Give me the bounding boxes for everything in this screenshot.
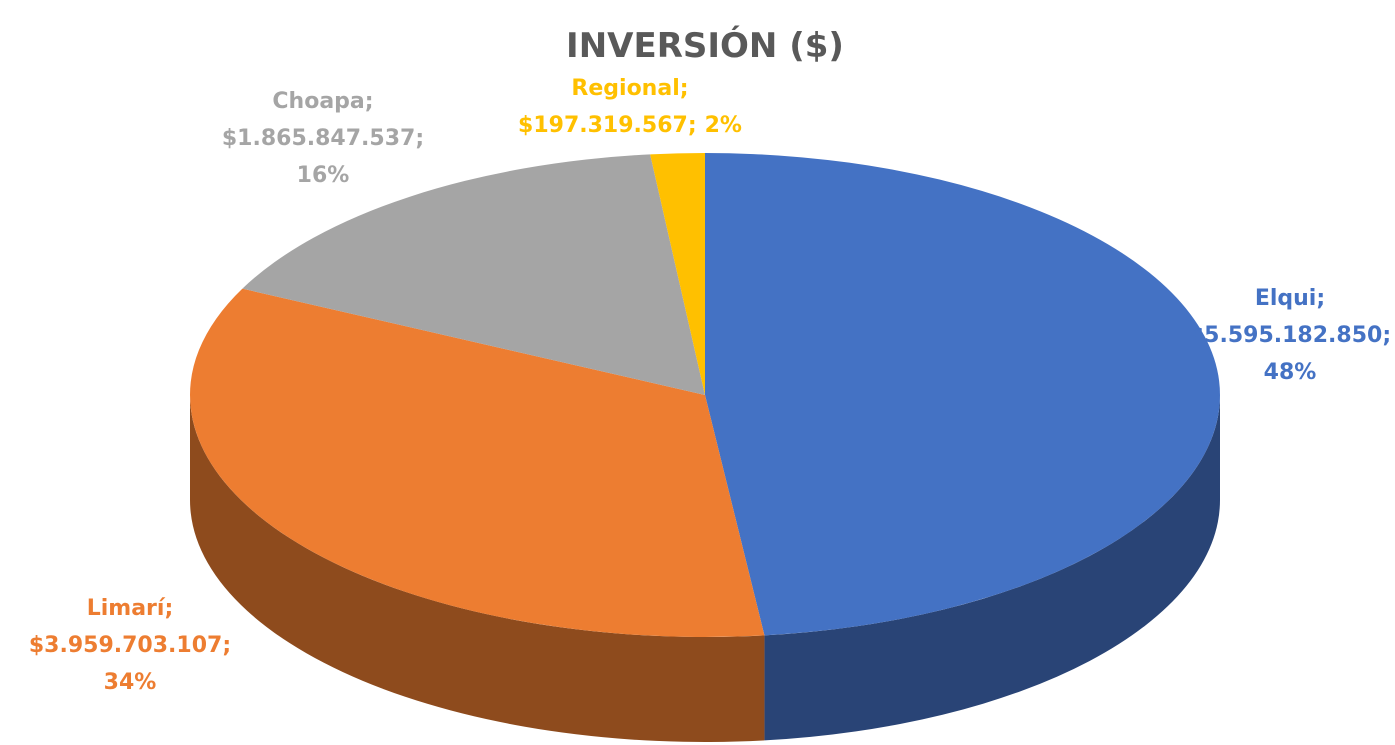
label-percent: 2% [705, 113, 742, 138]
label-separator: ; [164, 596, 173, 621]
label-separator: ; [365, 89, 374, 114]
label-value: $5.595.182.850 [1189, 323, 1382, 348]
data-label: Elqui; $5.595.182.850; 48% [1189, 286, 1391, 385]
label-separator: ; [1382, 323, 1391, 348]
label-category: Regional [571, 76, 679, 101]
label-separator: ; [680, 76, 689, 101]
chart-title: INVERSIÓN ($) [566, 25, 844, 66]
slice-side [764, 395, 1220, 741]
label-category: Elqui [1255, 286, 1317, 311]
slice [190, 288, 765, 637]
label-percent: 48% [1264, 360, 1317, 385]
label-value: $197.319.567 [518, 113, 688, 138]
label-value: $3.959.703.107 [29, 633, 222, 658]
label-separator: ; [222, 633, 231, 658]
data-label: Limarí; $3.959.703.107; 34% [29, 596, 231, 695]
data-label: Regional; $197.319.567; 2% [518, 76, 742, 138]
label-percent: 16% [297, 163, 350, 188]
slice [650, 153, 705, 395]
slice [705, 153, 1221, 636]
label-value: $1.865.847.537 [222, 126, 415, 151]
label-separator: ; [415, 126, 424, 151]
slice [242, 154, 706, 395]
data-label: Choapa; $1.865.847.537; 16% [222, 89, 424, 188]
label-category: Limarí [87, 596, 166, 621]
label-separator: ; [1316, 286, 1325, 311]
label-separator: ; [688, 113, 697, 138]
slice-side [190, 395, 765, 742]
label-percent: 34% [104, 670, 157, 695]
label-category: Choapa [272, 89, 364, 114]
